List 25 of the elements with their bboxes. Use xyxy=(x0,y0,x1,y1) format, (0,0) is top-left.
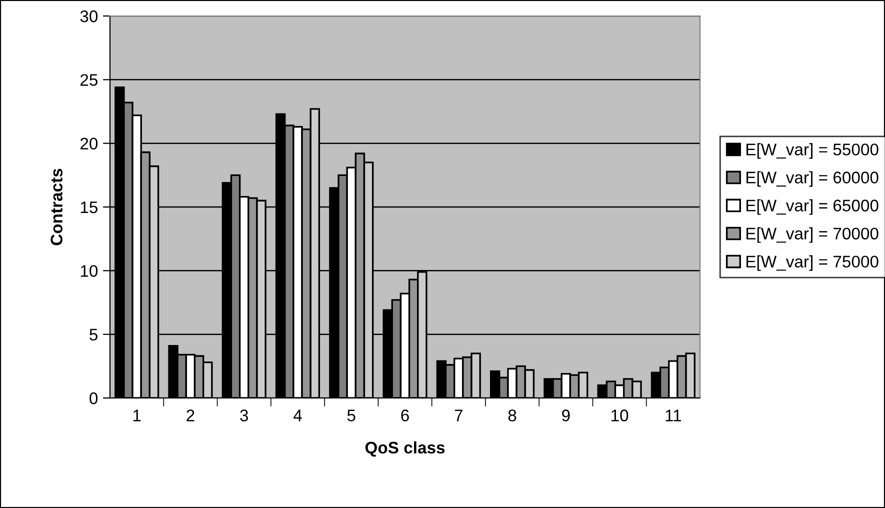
x-tick-label: 5 xyxy=(347,410,356,422)
y-axis-title: Contracts xyxy=(50,168,62,246)
y-tick-label: 25 xyxy=(80,74,98,86)
legend-label: E[W_var] = 70000 xyxy=(746,227,878,243)
y-tick-label: 5 xyxy=(90,328,98,341)
x-tick-label: 3 xyxy=(240,410,248,422)
y-tick-label: 15 xyxy=(80,202,98,214)
legend-label: E[W_var] = 65000 xyxy=(746,199,878,215)
legend-label: E[W_var] = 60000 xyxy=(746,171,878,187)
y-tick-label: 20 xyxy=(80,138,98,150)
x-axis-title: QoS class xyxy=(365,441,445,457)
legend-label: E[W_var] = 55000 xyxy=(746,143,878,159)
x-tick-label: 2 xyxy=(186,410,194,422)
x-tick-label: 4 xyxy=(293,410,302,422)
y-tick-label: 0 xyxy=(90,392,98,404)
x-tick-label: 9 xyxy=(562,410,570,422)
x-tick-label: 11 xyxy=(666,410,682,422)
y-tick-label: 30 xyxy=(80,10,98,22)
y-tick-label: 10 xyxy=(80,265,98,277)
x-tick-label: 1 xyxy=(133,410,141,422)
x-tick-label: 7 xyxy=(454,410,462,422)
x-tick-label: 8 xyxy=(508,410,516,422)
x-tick-label: 6 xyxy=(401,410,409,422)
x-tick-label: 10 xyxy=(612,410,628,422)
legend-label: E[W_var] = 75000 xyxy=(746,255,878,271)
